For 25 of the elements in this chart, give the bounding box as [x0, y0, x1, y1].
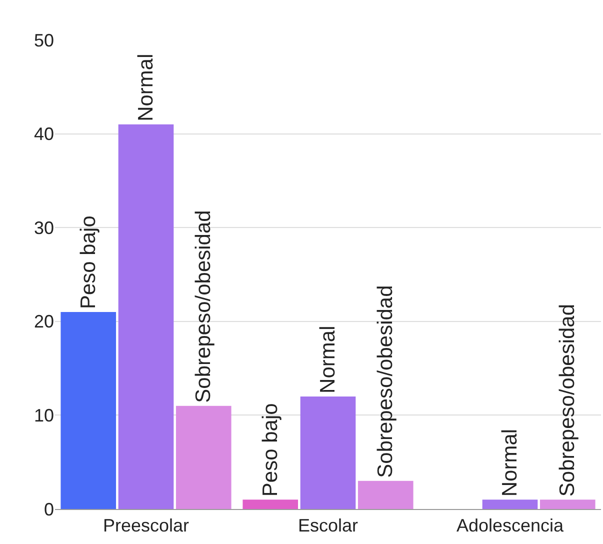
bar — [242, 500, 298, 509]
y-tick-label: 10 — [34, 406, 54, 426]
x-tick-label: Preescolar — [102, 516, 190, 536]
y-tick-label: 30 — [34, 218, 54, 238]
text: Peso bajo — [76, 216, 100, 310]
text: Normal — [134, 54, 158, 122]
text: Peso bajo — [258, 403, 282, 497]
x-tick-label: Adolescencia — [456, 516, 565, 536]
bar — [60, 312, 116, 509]
y-tick-label: 50 — [34, 30, 54, 50]
y-tick-label: 0 — [44, 499, 54, 520]
text: Normal — [498, 428, 522, 497]
bar — [118, 124, 174, 509]
y-tick-label: 40 — [34, 124, 54, 144]
bar — [176, 406, 232, 509]
text: Sobrepeso/obesidad — [374, 285, 398, 478]
bar — [358, 480, 414, 509]
bar — [540, 500, 596, 509]
bar — [300, 396, 356, 509]
x-tick-label: Escolar — [298, 516, 358, 536]
text: Sobrepeso/obesidad — [192, 210, 216, 403]
bar — [482, 500, 538, 509]
text: Normal — [316, 326, 340, 394]
text: Sobrepeso/obesidad — [556, 304, 580, 497]
y-tick-label: 20 — [34, 312, 54, 332]
